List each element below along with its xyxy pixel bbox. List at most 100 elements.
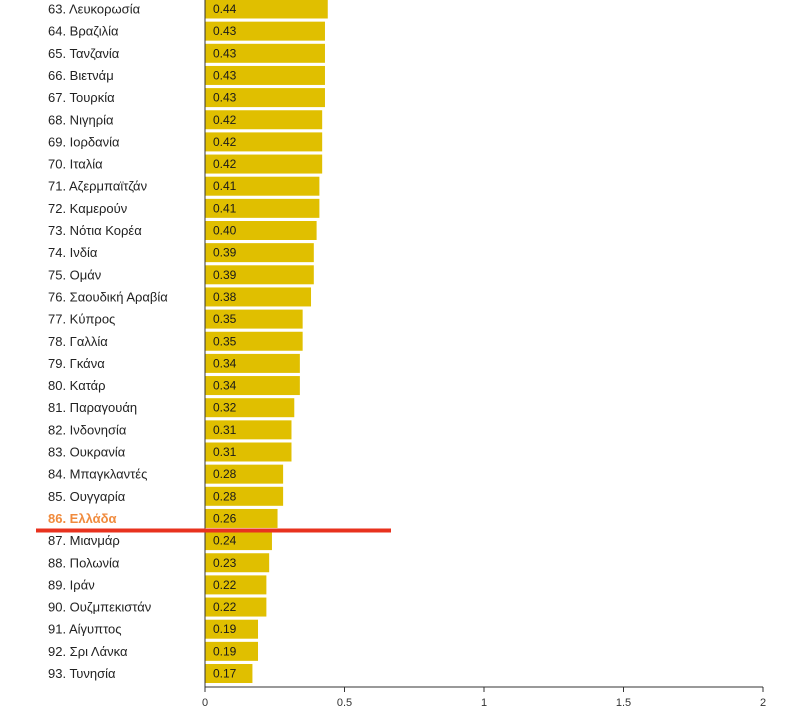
category-label: 69. Ιορδανία	[48, 134, 120, 149]
bar	[205, 376, 300, 396]
category-label: 88. Πολωνία	[48, 555, 120, 570]
value-label: 0.32	[213, 401, 237, 415]
value-label: 0.31	[213, 445, 237, 459]
bar	[205, 486, 284, 506]
category-label: 77. Κύπρος	[48, 312, 115, 327]
category-label: 67. Τουρκία	[48, 90, 115, 105]
category-label: 64. Βραζιλία	[48, 24, 119, 39]
category-label: 81. Παραγουάη	[48, 400, 137, 415]
x-tick-label: 2	[760, 697, 766, 709]
bar	[205, 198, 320, 218]
value-label: 0.43	[213, 91, 237, 105]
value-label: 0.19	[213, 622, 237, 636]
category-label: 83. Ουκρανία	[48, 445, 126, 460]
category-label: 87. Μιανμάρ	[48, 533, 120, 548]
value-label: 0.34	[213, 356, 237, 370]
bar	[205, 243, 314, 263]
value-label: 0.43	[213, 68, 237, 82]
value-label: 0.28	[213, 467, 237, 481]
x-tick-label: 1.5	[616, 697, 631, 709]
bars	[205, 0, 328, 683]
bar	[205, 221, 317, 240]
bar	[205, 553, 270, 573]
value-labels: 0.44 0.43 0.43 0.43 0.43 0.42 0.42 0.42 0.41 0.41…	[213, 2, 237, 681]
value-label: 0.42	[213, 135, 237, 149]
bar	[205, 265, 314, 285]
category-label: 84. Μπαγκλαντές	[48, 467, 147, 482]
bar	[205, 176, 320, 196]
value-label: 0.19	[213, 644, 237, 658]
category-label: 74. Ινδία	[48, 245, 98, 260]
category-label: 78. Γαλλία	[48, 334, 108, 349]
x-tick-label: 0	[202, 697, 208, 709]
bar	[205, 442, 292, 462]
bar	[205, 88, 325, 108]
value-label: 0.43	[213, 24, 237, 38]
value-label: 0.44	[213, 2, 237, 16]
value-label: 0.42	[213, 157, 237, 171]
category-label: 72. Καμερούν	[48, 201, 127, 216]
value-label: 0.17	[213, 667, 237, 681]
category-label: 63. Λευκορωσία	[48, 2, 141, 17]
value-label: 0.43	[213, 46, 237, 60]
value-label: 0.38	[213, 290, 237, 304]
category-label: 89. Ιράν	[48, 577, 95, 592]
category-label: 71. Αζερμπαϊτζάν	[48, 179, 147, 194]
bar	[205, 508, 278, 528]
category-label: 75. Ομάν	[48, 267, 101, 282]
value-label: 0.40	[213, 224, 237, 238]
category-label: 86. Ελλάδα	[48, 511, 117, 526]
value-label: 0.22	[213, 600, 237, 614]
bar	[205, 154, 323, 174]
value-label: 0.28	[213, 489, 237, 503]
value-label: 0.31	[213, 423, 237, 437]
x-axis: 0 0.5 1 1.5 2	[202, 0, 766, 709]
bar	[205, 641, 259, 661]
x-tick-label: 0.5	[337, 697, 352, 709]
category-label: 65. Τανζανία	[48, 46, 120, 61]
category-label: 79. Γκάνα	[48, 356, 105, 371]
bar	[205, 420, 292, 440]
category-label: 93. Τυνησία	[48, 666, 116, 681]
value-label: 0.34	[213, 379, 237, 393]
category-label: 70. Ιταλία	[48, 157, 103, 172]
value-label: 0.35	[213, 312, 237, 326]
value-label: 0.41	[213, 201, 237, 215]
category-label: 91. Αίγυπτος	[48, 622, 122, 637]
category-label: 92. Σρι Λάνκα	[48, 644, 128, 659]
value-label: 0.23	[213, 556, 237, 570]
value-label: 0.39	[213, 268, 237, 282]
bar	[205, 619, 259, 639]
category-label: 90. Ουζμπεκιστάν	[48, 600, 151, 615]
bar	[205, 21, 325, 41]
value-label: 0.22	[213, 578, 237, 592]
bar	[205, 464, 284, 484]
value-label: 0.26	[213, 511, 237, 525]
value-label: 0.24	[213, 534, 237, 548]
category-label: 76. Σαουδική Αραβία	[48, 289, 168, 304]
value-label: 0.39	[213, 246, 237, 260]
value-label: 0.35	[213, 334, 237, 348]
bar	[205, 0, 328, 19]
bar	[205, 597, 267, 617]
bar	[205, 664, 253, 683]
bar	[205, 287, 312, 307]
bar	[205, 331, 303, 351]
value-label: 0.41	[213, 179, 237, 193]
category-label: 66. Βιετνάμ	[48, 68, 114, 83]
bar	[205, 398, 295, 418]
category-label: 85. Ουγγαρία	[48, 489, 126, 504]
category-label: 82. Ινδονησία	[48, 422, 127, 437]
category-labels: 63. Λευκορωσία 64. Βραζιλία 65. Τανζανία 66…	[48, 2, 168, 682]
bar	[205, 353, 300, 373]
bar	[205, 575, 267, 595]
category-label: 73. Νότια Κορέα	[48, 223, 142, 238]
value-label: 0.42	[213, 113, 237, 127]
category-label: 80. Κατάρ	[48, 378, 106, 393]
bar	[205, 43, 325, 63]
bar	[205, 531, 272, 551]
bar	[205, 65, 325, 85]
x-tick-label: 1	[481, 697, 487, 709]
category-label: 68. Νιγηρία	[48, 112, 114, 127]
